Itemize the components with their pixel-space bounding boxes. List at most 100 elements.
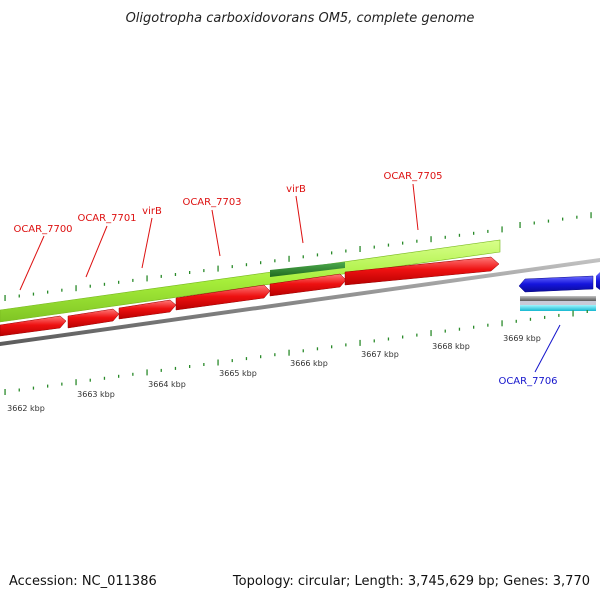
- reverse-gene-tip: [596, 272, 600, 290]
- minor-tick: [345, 343, 347, 347]
- major-tick: [146, 369, 148, 376]
- major-tick: [430, 236, 432, 243]
- minor-tick: [260, 355, 262, 359]
- minor-tick: [245, 263, 248, 267]
- minor-tick: [118, 280, 120, 284]
- major-tick: [75, 285, 77, 292]
- major-tick: [288, 349, 290, 356]
- minor-tick: [103, 376, 106, 380]
- minor-tick: [302, 349, 304, 353]
- minor-tick: [387, 243, 390, 247]
- minor-tick: [274, 259, 276, 263]
- minor-tick: [132, 278, 134, 282]
- minor-tick: [402, 241, 404, 245]
- minor-tick: [174, 273, 177, 276]
- minor-tick: [416, 239, 418, 243]
- gene-arrow-virb-1[interactable]: [118, 299, 177, 320]
- kbp-label: 3662 kbp: [7, 404, 45, 413]
- forward-gene-track: [0, 256, 500, 337]
- minor-tick: [47, 384, 49, 388]
- minor-tick: [32, 292, 35, 296]
- major-tick: [288, 255, 290, 262]
- minor-tick: [316, 347, 319, 351]
- label-virb-2[interactable]: virB: [286, 184, 306, 195]
- minor-tick: [203, 363, 205, 366]
- minor-tick: [103, 282, 106, 286]
- minor-tick: [302, 255, 304, 259]
- minor-tick: [61, 382, 63, 386]
- major-tick: [572, 310, 574, 317]
- minor-tick: [245, 357, 248, 361]
- minor-tick: [203, 269, 205, 273]
- feature-bar-grey: [520, 296, 596, 301]
- gene-arrow-ocar-7703[interactable]: [175, 284, 271, 311]
- genome-backbone: [0, 258, 600, 346]
- kbp-label: 3665 kbp: [219, 369, 257, 378]
- gene-arrow-virb-2[interactable]: [269, 273, 347, 297]
- lower-tick-row: [4, 310, 588, 395]
- label-ocar-7705[interactable]: OCAR_7705: [383, 171, 442, 182]
- minor-tick: [345, 249, 347, 253]
- minor-tick: [231, 265, 233, 269]
- kbp-label: 3666 kbp: [290, 359, 328, 368]
- kbp-labels: 3662 kbp 3663 kbp 3664 kbp 3665 kbp 3666…: [7, 334, 541, 413]
- major-tick: [501, 226, 503, 233]
- leader-line-ocar-7703: [211, 209, 221, 257]
- highlight-segment: [270, 262, 345, 277]
- major-tick: [4, 389, 6, 395]
- minor-tick: [373, 339, 375, 343]
- major-tick: [146, 275, 148, 282]
- minor-tick: [18, 294, 20, 298]
- minor-tick: [562, 217, 564, 221]
- gene-arrow-ocar-7705[interactable]: [344, 256, 500, 286]
- minor-tick: [274, 353, 276, 357]
- minor-tick: [444, 329, 446, 333]
- major-tick: [430, 330, 432, 337]
- major-tick: [590, 212, 592, 219]
- feature-bar-lightgrey: [520, 301, 596, 305]
- major-tick: [75, 379, 77, 386]
- minor-tick: [529, 317, 532, 321]
- gene-arrow-ocar-7706[interactable]: [518, 275, 594, 293]
- minor-tick: [458, 233, 461, 237]
- gene-arrow-ocar-7700[interactable]: [0, 315, 67, 337]
- minor-tick: [89, 284, 91, 288]
- label-ocar-7700[interactable]: OCAR_7700: [13, 224, 72, 235]
- minor-tick: [444, 235, 446, 239]
- minor-tick: [160, 274, 162, 278]
- gene-labels: OCAR_7700 OCAR_7701 virB OCAR_7703 virB …: [13, 171, 561, 387]
- minor-tick: [47, 290, 49, 294]
- minor-tick: [473, 231, 475, 235]
- leader-line-virb-1: [141, 217, 153, 269]
- minor-tick: [544, 315, 546, 319]
- kbp-label: 3663 kbp: [77, 390, 115, 399]
- minor-tick: [18, 388, 20, 392]
- minor-tick: [32, 386, 35, 390]
- kbp-label: 3669 kbp: [503, 334, 541, 343]
- label-virb-1[interactable]: virB: [142, 206, 162, 217]
- accession-text: Accession: NC_011386: [9, 574, 157, 589]
- major-tick: [217, 359, 219, 366]
- major-tick: [217, 265, 219, 272]
- minor-tick: [586, 310, 588, 313]
- major-tick: [359, 339, 361, 346]
- kbp-label: 3664 kbp: [148, 380, 186, 389]
- label-ocar-7706[interactable]: OCAR_7706: [498, 376, 557, 387]
- gene-arrow-ocar-7701[interactable]: [67, 308, 120, 329]
- label-ocar-7701[interactable]: OCAR_7701: [77, 213, 136, 224]
- minor-tick: [260, 261, 262, 265]
- minor-tick: [61, 288, 63, 292]
- leader-line-ocar-7706: [534, 324, 561, 373]
- label-ocar-7703[interactable]: OCAR_7703: [182, 197, 241, 208]
- minor-tick: [515, 319, 517, 323]
- major-tick: [519, 222, 521, 228]
- minor-tick: [487, 323, 489, 327]
- leader-line-ocar-7701: [85, 225, 108, 278]
- minor-tick: [576, 215, 578, 219]
- major-tick: [501, 320, 503, 327]
- minor-tick: [558, 313, 560, 317]
- topology-text: Topology: circular; Length: 3,745,629 bp…: [232, 574, 590, 589]
- minor-tick: [89, 378, 91, 382]
- minor-tick: [331, 345, 333, 349]
- leader-line-ocar-7705: [412, 183, 419, 231]
